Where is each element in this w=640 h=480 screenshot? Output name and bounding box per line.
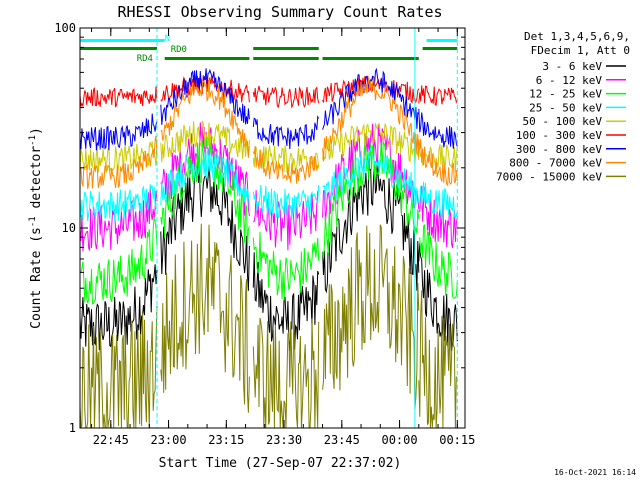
legend-entry-label: 7000 - 15000 keV — [496, 170, 602, 183]
legend-entry-label: 3 - 6 keV — [542, 60, 602, 73]
series-line-2 — [79, 136, 458, 305]
y-axis-label: Count Rate (s-1 detector-1) — [28, 127, 44, 329]
series-line-6 — [79, 67, 458, 151]
annotation-rd4: RD4 — [137, 54, 153, 64]
n-state-bar — [426, 39, 458, 42]
legend-entry-label: 300 - 800 keV — [516, 143, 602, 156]
x-tick-label: 00:00 — [381, 433, 417, 447]
legend-entry-label: 100 - 300 keV — [516, 129, 602, 142]
x-tick-label: 23:30 — [266, 433, 302, 447]
legend-header: FDecim 1, Att 0 — [531, 44, 630, 57]
n-state-bar — [80, 39, 165, 42]
rd0-state-bar — [253, 47, 319, 50]
series-line-3 — [79, 147, 458, 222]
rd0-state-bar — [80, 47, 157, 50]
x-tick-label: 23:45 — [324, 433, 360, 447]
x-tick-label: 00:15 — [439, 433, 475, 447]
x-tick-label: 22:45 — [93, 433, 129, 447]
legend-entry-label: 25 - 50 keV — [529, 101, 602, 114]
y-tick-label: 1 — [69, 421, 76, 435]
footer-timestamp: 16-Oct-2021 16:14 — [554, 468, 636, 477]
x-tick-label: 23:00 — [150, 433, 186, 447]
y-tick-label: 10 — [62, 221, 76, 235]
x-tick-label: 23:15 — [208, 433, 244, 447]
legend-entry-label: 6 - 12 keV — [536, 74, 603, 87]
rd4-state-bar — [253, 57, 319, 60]
chart-title: RHESSI Observing Summary Count Rates — [117, 3, 442, 21]
svg-text:Count Rate (s-1 detector-1): Count Rate (s-1 detector-1) — [28, 127, 44, 329]
series-line-4 — [79, 120, 458, 174]
legend-entry-label: 12 - 25 keV — [529, 88, 602, 101]
legend-entry-label: 800 - 7000 keV — [509, 157, 602, 170]
y-tick-label: 100 — [54, 21, 76, 35]
series-line-0 — [79, 158, 458, 352]
rd4-state-bar — [164, 57, 250, 60]
series-line-7 — [79, 77, 458, 189]
rd4-state-bar — [322, 57, 419, 60]
x-axis-label: Start Time (27-Sep-07 22:37:02) — [159, 456, 402, 471]
annotation-rd0: RD0 — [171, 45, 187, 55]
rd0-state-bar — [422, 47, 458, 50]
annotation-n: N — [165, 34, 170, 44]
legend: Det 1,3,4,5,6,9,FDecim 1, Att 0 3 - 6 keV… — [496, 30, 630, 183]
legend-header: Det 1,3,4,5,6,9, — [524, 30, 630, 43]
series-line-5 — [79, 75, 458, 109]
legend-entry-label: 50 - 100 keV — [523, 115, 603, 128]
